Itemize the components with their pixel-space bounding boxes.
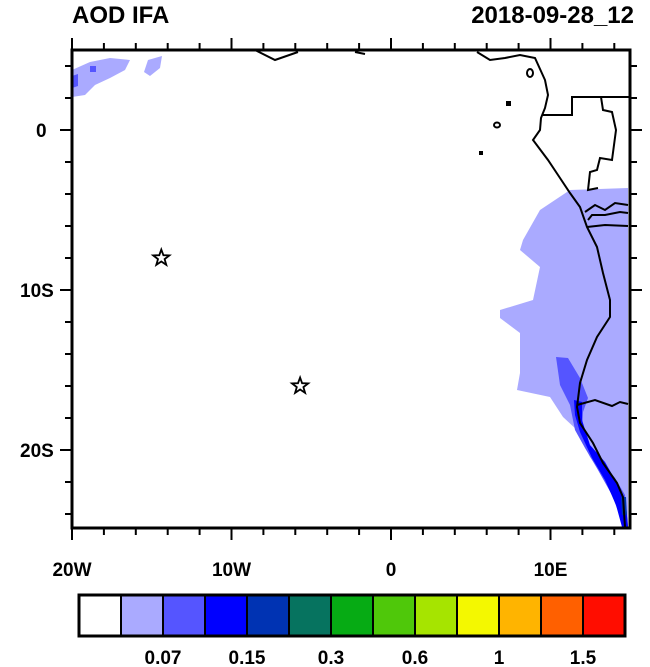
coast-top-segment2 [354,51,366,55]
africa-coastline [476,51,626,528]
y-tick-label: 0 [36,121,47,142]
y-tick-label: 20S [20,441,54,462]
colorbar-label: 0.6 [402,648,428,667]
aod-level-1 [500,188,628,527]
colorbar-box [204,594,248,637]
axis-ticks [60,38,642,540]
star-marker [150,246,172,268]
border-angola-namibia [576,398,629,408]
coast-top-segment [254,49,299,62]
y-tick-label: 10S [20,281,54,302]
colorbar-label: 0.07 [145,648,182,667]
border-drc-angola [586,223,629,228]
border-cabinda2 [587,210,629,221]
border-gabon [543,96,630,116]
colorbar-box [330,594,374,637]
colorbar-box [372,594,416,637]
x-tick-label: 10W [212,560,251,581]
aod-level-1-nw [72,58,130,97]
x-tick-label: 20W [52,560,91,581]
colorbar-frame [77,593,627,638]
markers [150,246,311,396]
colorbar-box [246,594,290,637]
aod-level-1-nw2 [144,56,162,76]
colorbar-box [162,594,206,637]
colorbar-label: 1.5 [570,648,597,667]
border-congo [586,96,618,192]
island-sao-tome [493,121,501,129]
colorbar-box [540,594,584,637]
star-marker [289,374,311,396]
map-title: AOD IFA [72,2,170,29]
aod-level-3 [574,400,628,527]
x-tick-label: 10E [534,560,568,581]
border-cabinda [584,201,629,213]
aod-shading [72,56,628,527]
coastlines [254,49,630,528]
colorbar-box [120,594,164,637]
colorbar-box [498,594,542,637]
aod-level-2-nw2 [90,66,96,72]
map-date: 2018-09-28_12 [471,2,634,29]
island-bioko [526,68,534,78]
colorbar: 0.07 0.15 0.3 0.6 1 1.5 [77,593,627,667]
colorbar-box [582,594,626,637]
colorbar-box [288,594,332,637]
colorbar-box [414,594,458,637]
colorbar-box [456,594,500,637]
colorbar-label: 0.15 [229,648,266,667]
island-principe [506,101,511,106]
colorbar-label: 0.3 [318,648,344,667]
island-annobon [479,151,483,155]
colorbar-label: 1 [494,648,505,667]
axis-tick-labels: 20W 10W 0 10E 0 10S 20S [20,121,567,581]
colorbar-box [78,594,122,637]
x-tick-label: 0 [386,560,397,581]
